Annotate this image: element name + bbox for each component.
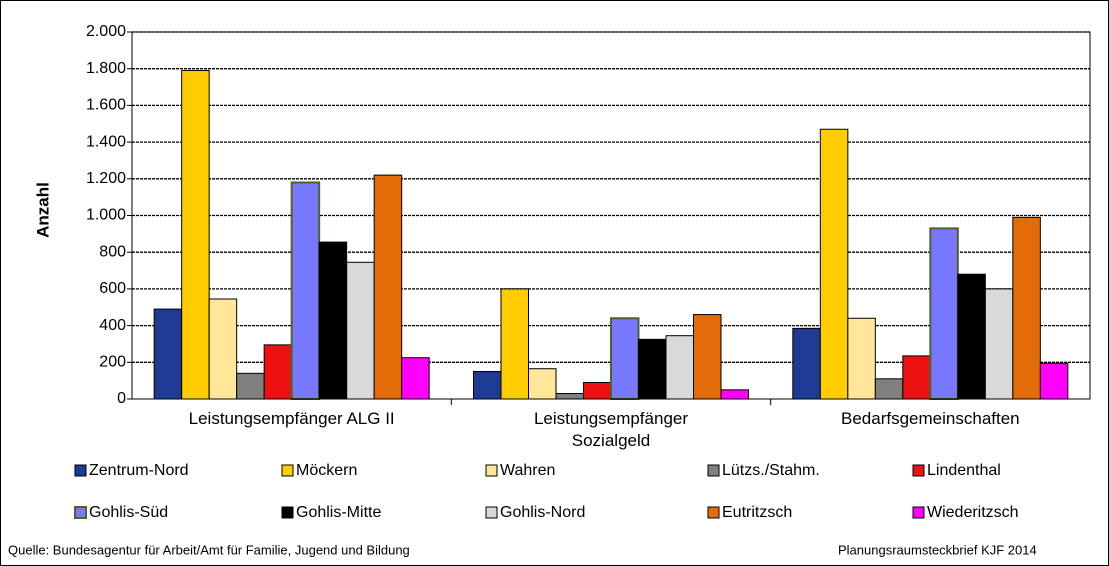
y-tick-label: 0 (117, 390, 126, 407)
legend-label: Lindenthal (927, 462, 1001, 479)
legend-label: Gohlis-Süd (89, 504, 168, 521)
bar (555, 392, 584, 400)
bar (1012, 216, 1041, 400)
plot-frame (131, 31, 1091, 400)
legend-swatch (281, 464, 294, 477)
bar (929, 227, 959, 400)
y-tick-label: 600 (99, 280, 126, 297)
x-tick-label: Leistungsempfänger ALG II (188, 409, 395, 428)
x-tick-label: Leistungsempfänger Sozialgeld (533, 409, 689, 450)
bar (693, 314, 722, 400)
source: Quelle: Bundesagentur für Arbeit/Amt für… (8, 542, 410, 557)
legend-label: Lützs./Stahm. (722, 462, 820, 479)
bar (984, 288, 1014, 400)
bar (583, 381, 612, 400)
bar (208, 298, 238, 400)
bar (610, 317, 640, 401)
legend-label: Möckern (296, 462, 357, 479)
y-tick-label: 800 (99, 243, 126, 260)
note: Planungsraumsteckbrief KJF 2014 (838, 542, 1037, 557)
y-tick-label: 400 (99, 317, 126, 334)
bar (346, 261, 375, 400)
legend-label: Gohlis-Nord (500, 504, 585, 521)
legend-swatch (74, 464, 87, 477)
y-axis-label: Anzahl (33, 182, 52, 238)
legend-label: Wiederitzsch (927, 504, 1019, 521)
bar (236, 372, 265, 400)
bar (665, 335, 694, 400)
bar (263, 344, 293, 400)
y-tick-label: 1.000 (86, 207, 126, 224)
legend-swatch (485, 464, 498, 477)
bar (957, 273, 986, 400)
bar (500, 288, 529, 400)
y-tick-label: 1.800 (86, 60, 126, 77)
bar (902, 355, 931, 400)
legend-swatch (912, 506, 925, 519)
legend-label: Wahren (500, 462, 555, 479)
legend-swatch (485, 506, 498, 519)
bar (847, 317, 876, 400)
y-tick-label: 1.200 (86, 170, 126, 187)
bar (373, 174, 403, 400)
bar (720, 389, 749, 400)
bar (528, 368, 557, 400)
bar (638, 338, 667, 400)
legend-swatch (707, 464, 720, 477)
legend-swatch (281, 506, 294, 519)
y-tick-label: 200 (99, 354, 126, 371)
bar (792, 327, 821, 400)
bar (473, 370, 502, 400)
x-tick-label: Bedarfsgemeinschaften (841, 409, 1020, 428)
y-tick-label: 1.400 (86, 133, 126, 150)
legend-swatch (74, 506, 87, 519)
bar (401, 357, 430, 400)
legend-label: Zentrum-Nord (89, 462, 189, 479)
bar (290, 181, 321, 400)
y-tick-label: 1.600 (86, 97, 126, 114)
y-tick-label: 2.000 (86, 23, 126, 40)
bar (153, 308, 183, 400)
legend-swatch (912, 464, 925, 477)
legend-label: Gohlis-Mitte (296, 504, 381, 521)
bar (318, 241, 348, 400)
bar (819, 128, 849, 400)
bar (181, 70, 210, 400)
bar (1039, 362, 1069, 400)
bar (874, 378, 904, 400)
legend-swatch (707, 506, 720, 519)
legend-label: Eutritzsch (722, 504, 792, 521)
